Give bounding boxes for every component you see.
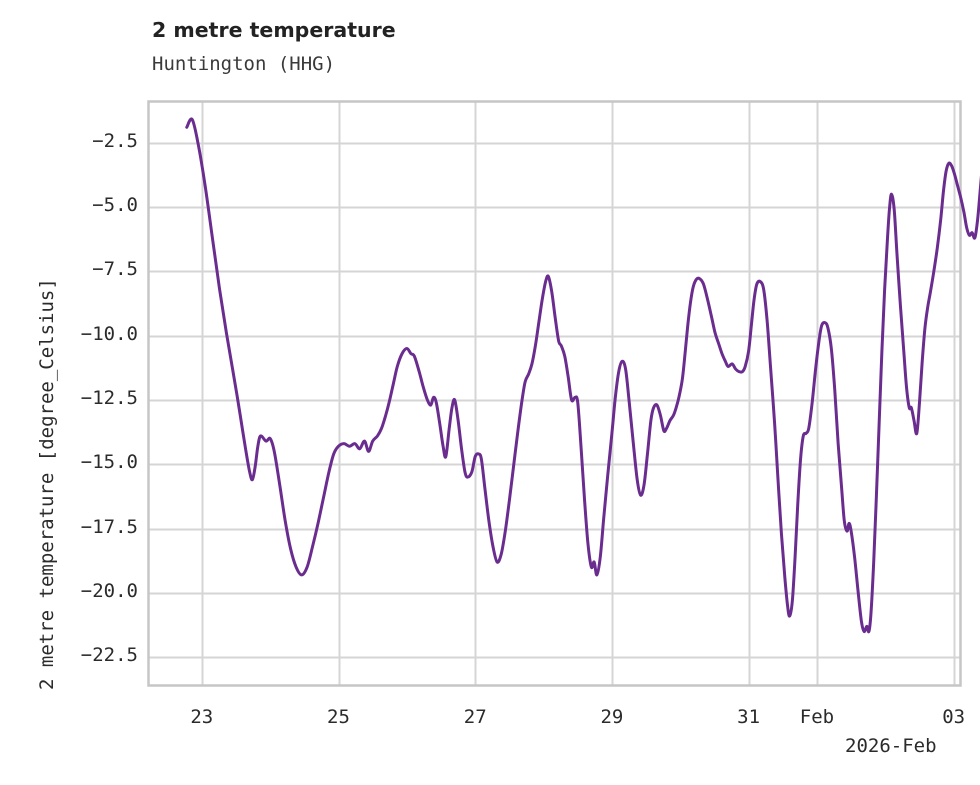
x-tick-label: 23 [190,706,214,728]
x-tick-label: 25 [327,706,350,728]
y-tick-label: −5.0 [92,193,138,216]
x-tick-label: 03 [942,706,966,728]
grid-lines [148,101,961,686]
y-tick-label: −22.5 [80,644,138,667]
y-tick-label: −10.0 [80,322,138,345]
chart-subtitle: Huntington (HHG) [152,53,336,75]
y-tick-label: −12.5 [80,386,138,409]
plot-border [147,100,962,687]
y-tick-label: −20.0 [80,579,138,602]
temperature-line [185,117,980,634]
x-tick-label: 31 [737,706,761,728]
x-tick-label: 29 [600,706,624,728]
x-axis-title: 2026-Feb [845,735,937,757]
x-tick-label: 27 [463,706,487,728]
y-tick-label: −15.0 [80,451,138,474]
page-title: 2 metre temperature [152,18,396,42]
y-tick-label: −17.5 [80,515,138,538]
y-tick-label: −2.5 [92,129,138,152]
y-tick-label: −7.5 [92,258,138,281]
x-tick-label: Feb [799,706,835,728]
y-tick-labels: −2.5 −5.0 −7.5 −10.0 −12.5 −15.0 −17.5 −20.0 −22… [10,0,138,785]
